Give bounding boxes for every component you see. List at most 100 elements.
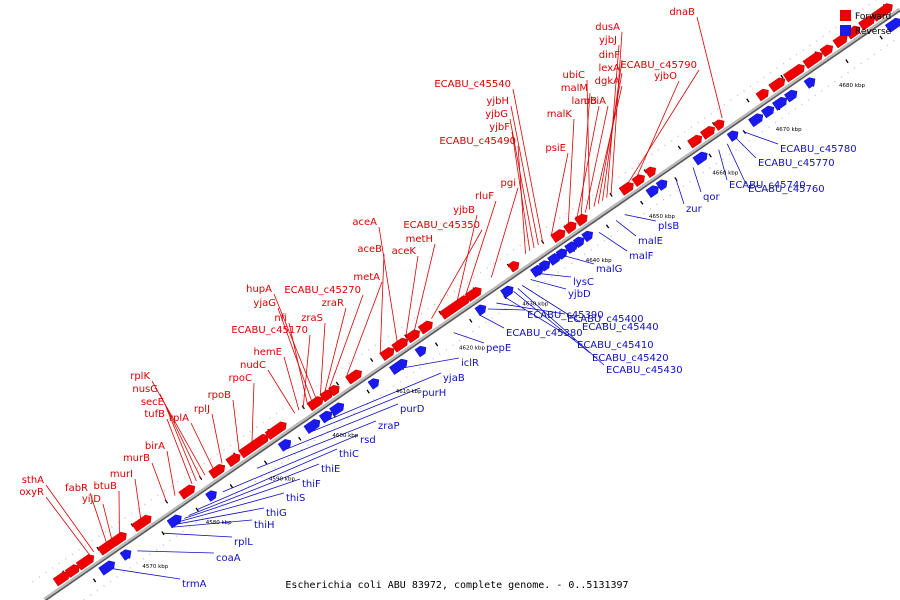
forward-gene xyxy=(417,320,433,335)
reverse-gene-label: ECABU_c45760 xyxy=(748,184,825,195)
map-caption: Escherichia coli ABU 83972, complete gen… xyxy=(285,580,628,591)
forward-gene xyxy=(391,337,409,353)
reverse-label-connector xyxy=(517,288,605,366)
forward-gene xyxy=(699,125,716,140)
forward-gene-label: zraS xyxy=(301,313,323,324)
reverse-label-connector xyxy=(282,403,399,451)
forward-gene-label: nudC xyxy=(240,360,266,371)
reverse-gene xyxy=(205,490,217,502)
forward-label-connector xyxy=(509,118,535,248)
reverse-gene xyxy=(303,418,321,434)
reverse-gene xyxy=(318,410,333,424)
forward-gene xyxy=(178,484,196,500)
kbp-tick-label: 4660 kbp xyxy=(712,171,738,177)
reverse-label-connector xyxy=(137,550,215,554)
reverse-label-connector xyxy=(188,463,320,516)
reverse-label-connector xyxy=(718,149,728,181)
forward-label-connector xyxy=(517,145,526,254)
reverse-label-connector xyxy=(598,231,628,252)
forward-label-connector xyxy=(586,79,591,210)
forward-gene-label: birA xyxy=(145,441,165,452)
reverse-gene xyxy=(414,345,427,358)
forward-gene-label: ECABU_c45350 xyxy=(403,220,480,231)
reverse-gene xyxy=(500,285,514,299)
forward-gene-label: sthA xyxy=(22,475,44,486)
forward-gene xyxy=(858,15,875,31)
forward-gene-label: tufB xyxy=(144,409,165,420)
forward-label-connector xyxy=(273,293,317,399)
forward-gene xyxy=(879,3,893,16)
forward-label-connector xyxy=(610,31,623,195)
forward-gene-label: ECABU_c45270 xyxy=(284,285,361,296)
reverse-gene-label: ECABU_c45440 xyxy=(582,322,659,333)
forward-gene xyxy=(225,453,241,468)
reverse-gene xyxy=(645,185,659,198)
forward-gene xyxy=(802,51,823,69)
forward-gene-label: dinF xyxy=(599,50,620,61)
kbp-tick-label: 4570 kbp xyxy=(142,564,168,570)
kbp-tick-label: 4680 kbp xyxy=(839,83,865,89)
forward-gene-label: malK xyxy=(547,109,573,120)
forward-gene xyxy=(782,63,805,83)
reverse-gene xyxy=(784,89,798,103)
forward-gene-label: lamB xyxy=(571,96,597,107)
reverse-label-connector xyxy=(615,220,637,237)
forward-label-connector xyxy=(151,462,167,502)
forward-gene xyxy=(550,229,566,243)
forward-gene-label: nfi xyxy=(274,313,287,324)
forward-gene xyxy=(819,44,834,58)
reverse-gene-label: qor xyxy=(703,192,720,203)
reverse-label-connector xyxy=(325,372,442,422)
forward-gene-label: malM xyxy=(561,83,588,94)
forward-gene-label: yjaG xyxy=(253,298,276,309)
forward-gene-label: ubiC xyxy=(563,70,585,81)
forward-label-connector xyxy=(211,413,223,464)
forward-label-connector xyxy=(324,307,347,393)
reverse-gene-label: plsB xyxy=(658,221,679,232)
forward-gene-label: pgi xyxy=(501,178,516,189)
reverse-gene-label: pepE xyxy=(486,343,511,354)
forward-label-connector xyxy=(550,152,569,237)
forward-gene-label: yjbJ xyxy=(599,35,617,46)
forward-label-connector xyxy=(696,16,723,119)
forward-label-connector xyxy=(567,118,575,225)
forward-label-connector xyxy=(431,229,483,319)
reverse-gene xyxy=(166,514,182,529)
reverse-gene xyxy=(389,358,408,375)
forward-gene xyxy=(563,221,577,235)
reverse-gene-label: ECABU_c45740 xyxy=(729,180,806,191)
kbp-tick-label: 4620 kbp xyxy=(459,345,485,351)
kbp-tick-label: 4630 kbp xyxy=(522,302,548,308)
reverse-label-connector xyxy=(184,478,301,519)
reverse-label-connector xyxy=(504,296,576,341)
reverse-label-connector xyxy=(496,302,566,315)
forward-label-connector xyxy=(490,187,519,278)
forward-label-connector xyxy=(627,69,700,184)
forward-label-connector xyxy=(102,503,113,540)
reverse-gene-label: ECABU_c45770 xyxy=(758,158,835,169)
reverse-label-connector xyxy=(162,532,233,538)
forward-label-connector xyxy=(134,478,142,520)
forward-label-connector xyxy=(328,294,364,390)
forward-gene-label: ubiA xyxy=(584,96,606,107)
forward-gene-label: rpoC xyxy=(228,373,252,384)
reverse-label-connector xyxy=(402,357,460,369)
forward-label-connector xyxy=(597,72,623,204)
reverse-gene-label: yjaB xyxy=(443,373,465,384)
forward-gene xyxy=(264,421,287,441)
kbp-tick-label: 4590 kbp xyxy=(269,476,295,482)
forward-gene-label: fabR xyxy=(65,483,88,494)
forward-gene-label: hupA xyxy=(246,284,272,295)
forward-gene-label: dnaB xyxy=(669,7,695,18)
reverse-gene xyxy=(98,560,116,576)
reverse-gene-label: rplL xyxy=(234,537,253,548)
reverse-gene-label: malF xyxy=(629,251,654,262)
reverse-label-connector xyxy=(175,507,265,525)
reverse-gene xyxy=(760,105,775,119)
forward-label-connector xyxy=(151,380,206,476)
legend: Forward Reverse xyxy=(840,10,892,37)
reverse-gene xyxy=(538,260,551,272)
forward-gene-label: rplK xyxy=(130,371,150,382)
reverse-gene xyxy=(119,549,132,561)
